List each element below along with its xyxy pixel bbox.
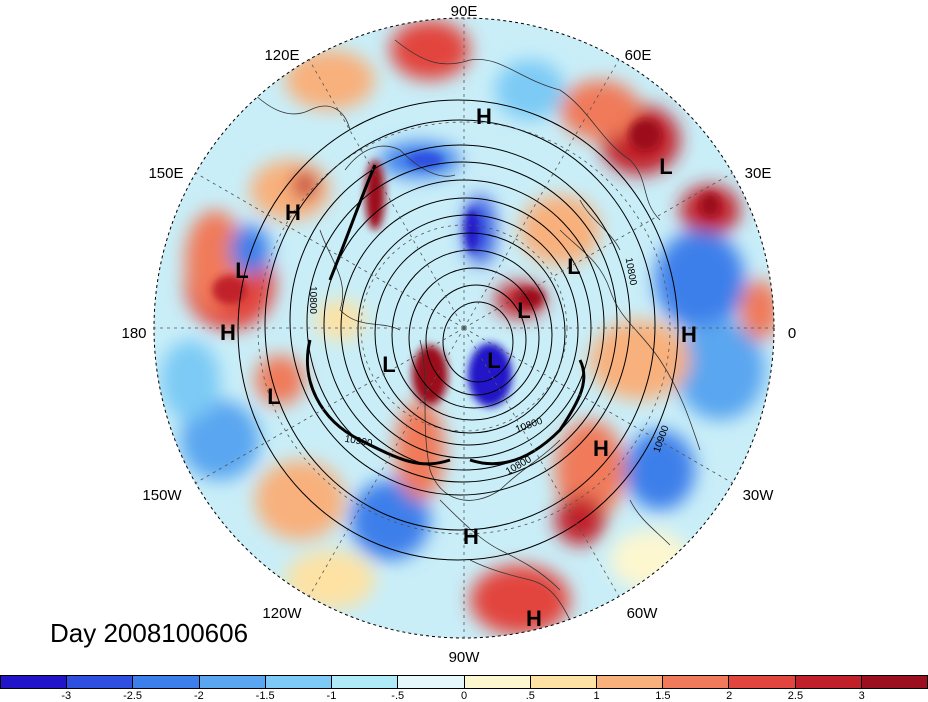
low-pressure-label: L xyxy=(267,384,280,409)
colorbar-tick-label: -1 xyxy=(326,690,337,702)
longitude-label: 120W xyxy=(262,605,302,622)
colorbar-swatch xyxy=(795,676,862,688)
longitude-label: 150E xyxy=(148,165,183,182)
graticule xyxy=(153,17,775,639)
colorbar-tick-label: -3 xyxy=(61,690,72,702)
high-pressure-label: H xyxy=(593,436,609,461)
meridian-line xyxy=(195,327,465,484)
longitude-label: 60E xyxy=(625,47,652,64)
longitude-label: 90E xyxy=(451,3,478,20)
colorbar-tick-label: 3 xyxy=(858,690,865,702)
coastlines xyxy=(249,39,701,621)
colorbar-tick-label: -.5 xyxy=(391,690,405,702)
longitude-label: 150W xyxy=(142,487,182,504)
colorbar-swatch xyxy=(398,676,465,688)
height-contours xyxy=(237,99,679,561)
meridian-line xyxy=(463,327,620,597)
map-title: Day 2008100606 xyxy=(50,618,249,648)
high-pressure-label: H xyxy=(476,104,492,129)
high-pressure-label: H xyxy=(681,322,697,347)
contour-label: 10800 xyxy=(623,257,639,287)
contour-label: 10800 xyxy=(307,286,318,314)
longitude-label: 90W xyxy=(449,649,481,666)
colorbar-swatches xyxy=(0,675,928,689)
colorbar: -3 -2.5 -2 -1.5 -1 -.5 0 .5 1 1.5 2 2.5 3 xyxy=(0,675,928,702)
colorbar-swatch xyxy=(861,676,928,688)
longitude-label: 0 xyxy=(788,325,796,342)
colorbar-tick-label: 1 xyxy=(593,690,600,702)
high-pressure-label: H xyxy=(220,320,236,345)
colorbar-tick-label: 2.5 xyxy=(787,690,804,702)
meridian-line xyxy=(195,172,465,329)
meridian-line xyxy=(308,327,465,597)
high-pressure-label: H xyxy=(285,200,301,225)
colorbar-swatch xyxy=(199,676,266,688)
meridian-line xyxy=(463,327,733,484)
longitude-label: 120E xyxy=(264,47,299,64)
colorbar-swatch xyxy=(1,676,68,688)
high-pressure-label: H xyxy=(463,524,479,549)
meridian-line xyxy=(463,172,733,329)
polar-map: 90E 60E 30E 0 30W 60W 90W 120W 150W 180 150E 120E H… xyxy=(121,3,796,666)
colorbar-swatch xyxy=(133,676,200,688)
longitude-labels: 90E 60E 30E 0 30W 60W 90W 120W 150W 180 150E 120E xyxy=(121,3,796,666)
low-pressure-label: L xyxy=(382,352,395,377)
colorbar-tick-label: 2 xyxy=(726,690,733,702)
colorbar-swatch xyxy=(530,676,597,688)
colorbar-tick-label: -2 xyxy=(193,690,204,702)
low-pressure-label: L xyxy=(487,348,500,373)
contour-label: 10900 xyxy=(344,434,374,450)
colorbar-swatch xyxy=(663,676,730,688)
low-pressure-label: L xyxy=(659,154,672,179)
colorbar-swatch xyxy=(729,676,796,688)
longitude-label: 30E xyxy=(745,165,772,182)
low-pressure-label: L xyxy=(235,258,248,283)
low-pressure-label: L xyxy=(517,298,530,323)
colorbar-swatch xyxy=(265,676,333,688)
colorbar-swatch xyxy=(67,676,134,688)
low-pressure-label: L xyxy=(567,254,580,279)
colorbar-swatch xyxy=(464,676,531,688)
colorbar-swatch xyxy=(596,676,664,688)
meridian-line xyxy=(463,59,620,329)
high-pressure-label: H xyxy=(526,606,542,631)
colorbar-swatch xyxy=(332,676,399,688)
colorbar-tick-label: .5 xyxy=(525,690,535,702)
colorbar-tick-label: 0 xyxy=(460,690,468,702)
colorbar-tick-label: -2.5 xyxy=(123,690,143,702)
colorbar-tick-label: 1.5 xyxy=(655,690,671,702)
meridian-line xyxy=(308,59,465,329)
colorbar-tick-label: -1.5 xyxy=(255,690,275,702)
longitude-label: 30W xyxy=(743,487,775,504)
longitude-label: 180 xyxy=(121,325,146,342)
anomaly-field xyxy=(154,18,774,638)
longitude-label: 60W xyxy=(627,605,659,622)
